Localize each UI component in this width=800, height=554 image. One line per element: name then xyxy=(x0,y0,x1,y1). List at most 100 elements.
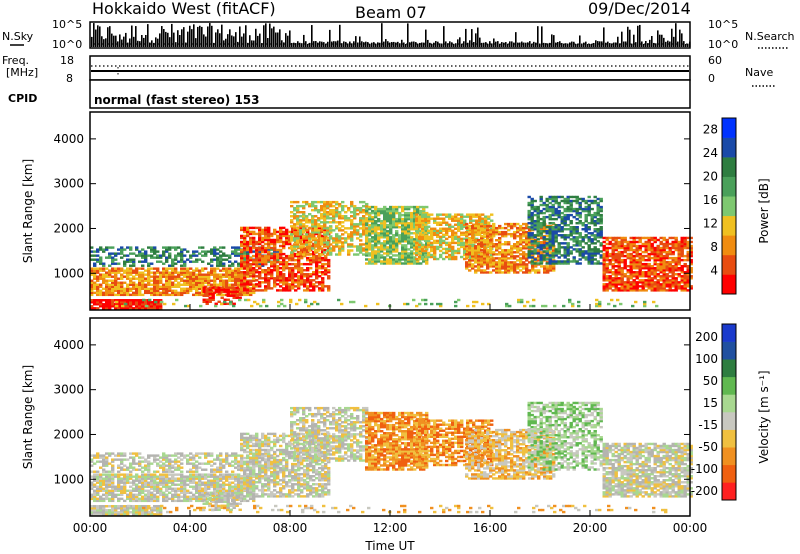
heatmap-cell xyxy=(305,229,309,232)
nsky-bar xyxy=(121,39,123,47)
heatmap-cell xyxy=(326,233,330,236)
heatmap-cell xyxy=(327,264,331,268)
heatmap-cell xyxy=(374,244,378,247)
heatmap-cell xyxy=(635,281,639,284)
heatmap-cell xyxy=(270,246,274,250)
heatmap-cell xyxy=(404,252,408,255)
nsky-bar xyxy=(183,27,185,47)
heatmap-cell xyxy=(383,213,387,217)
heatmap-cell xyxy=(150,283,154,286)
heatmap-cell xyxy=(347,249,351,252)
heatmap-cell xyxy=(141,283,145,286)
heatmap-cell xyxy=(318,275,322,278)
heatmap-cell xyxy=(442,239,446,243)
nsky-bar xyxy=(323,42,325,47)
heatmap-cell xyxy=(288,275,292,278)
nsky-bar xyxy=(153,42,155,47)
heatmap-cell xyxy=(513,230,517,234)
heatmap-cell xyxy=(380,209,384,213)
heatmap-cell xyxy=(324,256,328,260)
heatmap-cell xyxy=(220,290,224,293)
heatmap-cell xyxy=(273,285,277,288)
heatmap-cell xyxy=(225,279,229,282)
heatmap-cell xyxy=(587,236,591,239)
heatmap-cell xyxy=(371,219,375,223)
heatmap-cell xyxy=(231,246,235,249)
heatmap-cell xyxy=(240,267,244,270)
heatmap-cell xyxy=(584,223,588,227)
heatmap-cell xyxy=(326,215,330,218)
heatmap-cell xyxy=(371,248,375,251)
nsky-bar xyxy=(309,42,311,47)
heatmap-cell xyxy=(216,258,220,261)
heatmap-cell xyxy=(240,273,244,276)
heatmap-cell xyxy=(198,246,202,249)
heatmap-cell xyxy=(205,292,209,295)
heatmap-cell xyxy=(183,291,187,295)
heatmap-cell xyxy=(102,277,106,280)
heatmap-cell xyxy=(599,213,603,217)
heatmap-cell xyxy=(264,277,268,280)
nsky-bar xyxy=(403,42,405,47)
heatmap-cell xyxy=(407,223,411,227)
heatmap-cell xyxy=(290,251,294,254)
heatmap-cell xyxy=(338,239,342,242)
heatmap-cell xyxy=(213,281,217,284)
heatmap-cell xyxy=(359,249,363,252)
heatmap-cell xyxy=(120,256,124,259)
nsky-bar xyxy=(157,38,159,47)
heatmap-cell xyxy=(495,238,499,242)
heatmap-cell xyxy=(510,245,514,248)
heatmap-cell xyxy=(371,230,375,233)
heatmap-cell xyxy=(296,223,300,226)
heatmap-cell xyxy=(507,241,511,244)
heatmap-cell xyxy=(279,266,283,270)
heatmap-cell xyxy=(240,236,244,240)
heatmap-cell xyxy=(383,242,387,245)
heatmap-cell xyxy=(398,236,402,239)
heatmap-cell xyxy=(273,232,277,236)
heatmap-cell xyxy=(120,277,124,280)
heatmap-cell xyxy=(240,283,244,286)
heatmap-cell xyxy=(318,256,322,260)
heatmap-cell xyxy=(311,202,315,206)
heatmap-cell xyxy=(374,258,378,261)
heatmap-cell xyxy=(527,232,531,235)
heatmap-cell xyxy=(341,249,345,252)
heatmap-cell xyxy=(296,217,300,220)
heatmap-cell xyxy=(389,232,393,235)
heatmap-cell xyxy=(90,301,94,304)
heatmap-cell xyxy=(323,219,327,222)
heatmap-cell xyxy=(338,229,342,232)
heatmap-cell xyxy=(584,205,588,209)
heatmap-cell xyxy=(261,240,265,244)
heatmap-cell xyxy=(335,237,339,240)
heatmap-cell xyxy=(593,234,597,237)
heatmap-cell xyxy=(210,248,214,251)
heatmap-cell xyxy=(296,237,300,240)
heatmap-cell xyxy=(246,287,250,291)
heatmap-cell xyxy=(380,248,384,251)
heatmap-cell xyxy=(321,287,325,290)
heatmap-cell xyxy=(566,195,570,199)
heatmap-cell xyxy=(90,271,94,274)
heatmap-cell xyxy=(296,200,300,204)
heatmap-cell xyxy=(159,273,163,276)
nsky-bar xyxy=(613,42,615,47)
heatmap-cell xyxy=(258,283,262,286)
heatmap-cell xyxy=(296,241,300,244)
heatmap-cell xyxy=(195,279,199,282)
heatmap-cell xyxy=(596,260,600,263)
heatmap-cell xyxy=(144,256,148,259)
nsky-bar xyxy=(481,42,483,47)
heatmap-cell xyxy=(380,246,384,249)
heatmap-cell xyxy=(99,260,103,263)
nsky-bar xyxy=(171,23,173,47)
heatmap-cell xyxy=(386,248,390,251)
nsky-bar xyxy=(463,41,465,47)
heatmap-cell xyxy=(258,275,262,278)
heatmap-cell xyxy=(180,267,184,270)
heatmap-cell xyxy=(237,264,241,267)
heatmap-cell xyxy=(320,247,324,250)
heatmap-cell xyxy=(359,239,363,242)
